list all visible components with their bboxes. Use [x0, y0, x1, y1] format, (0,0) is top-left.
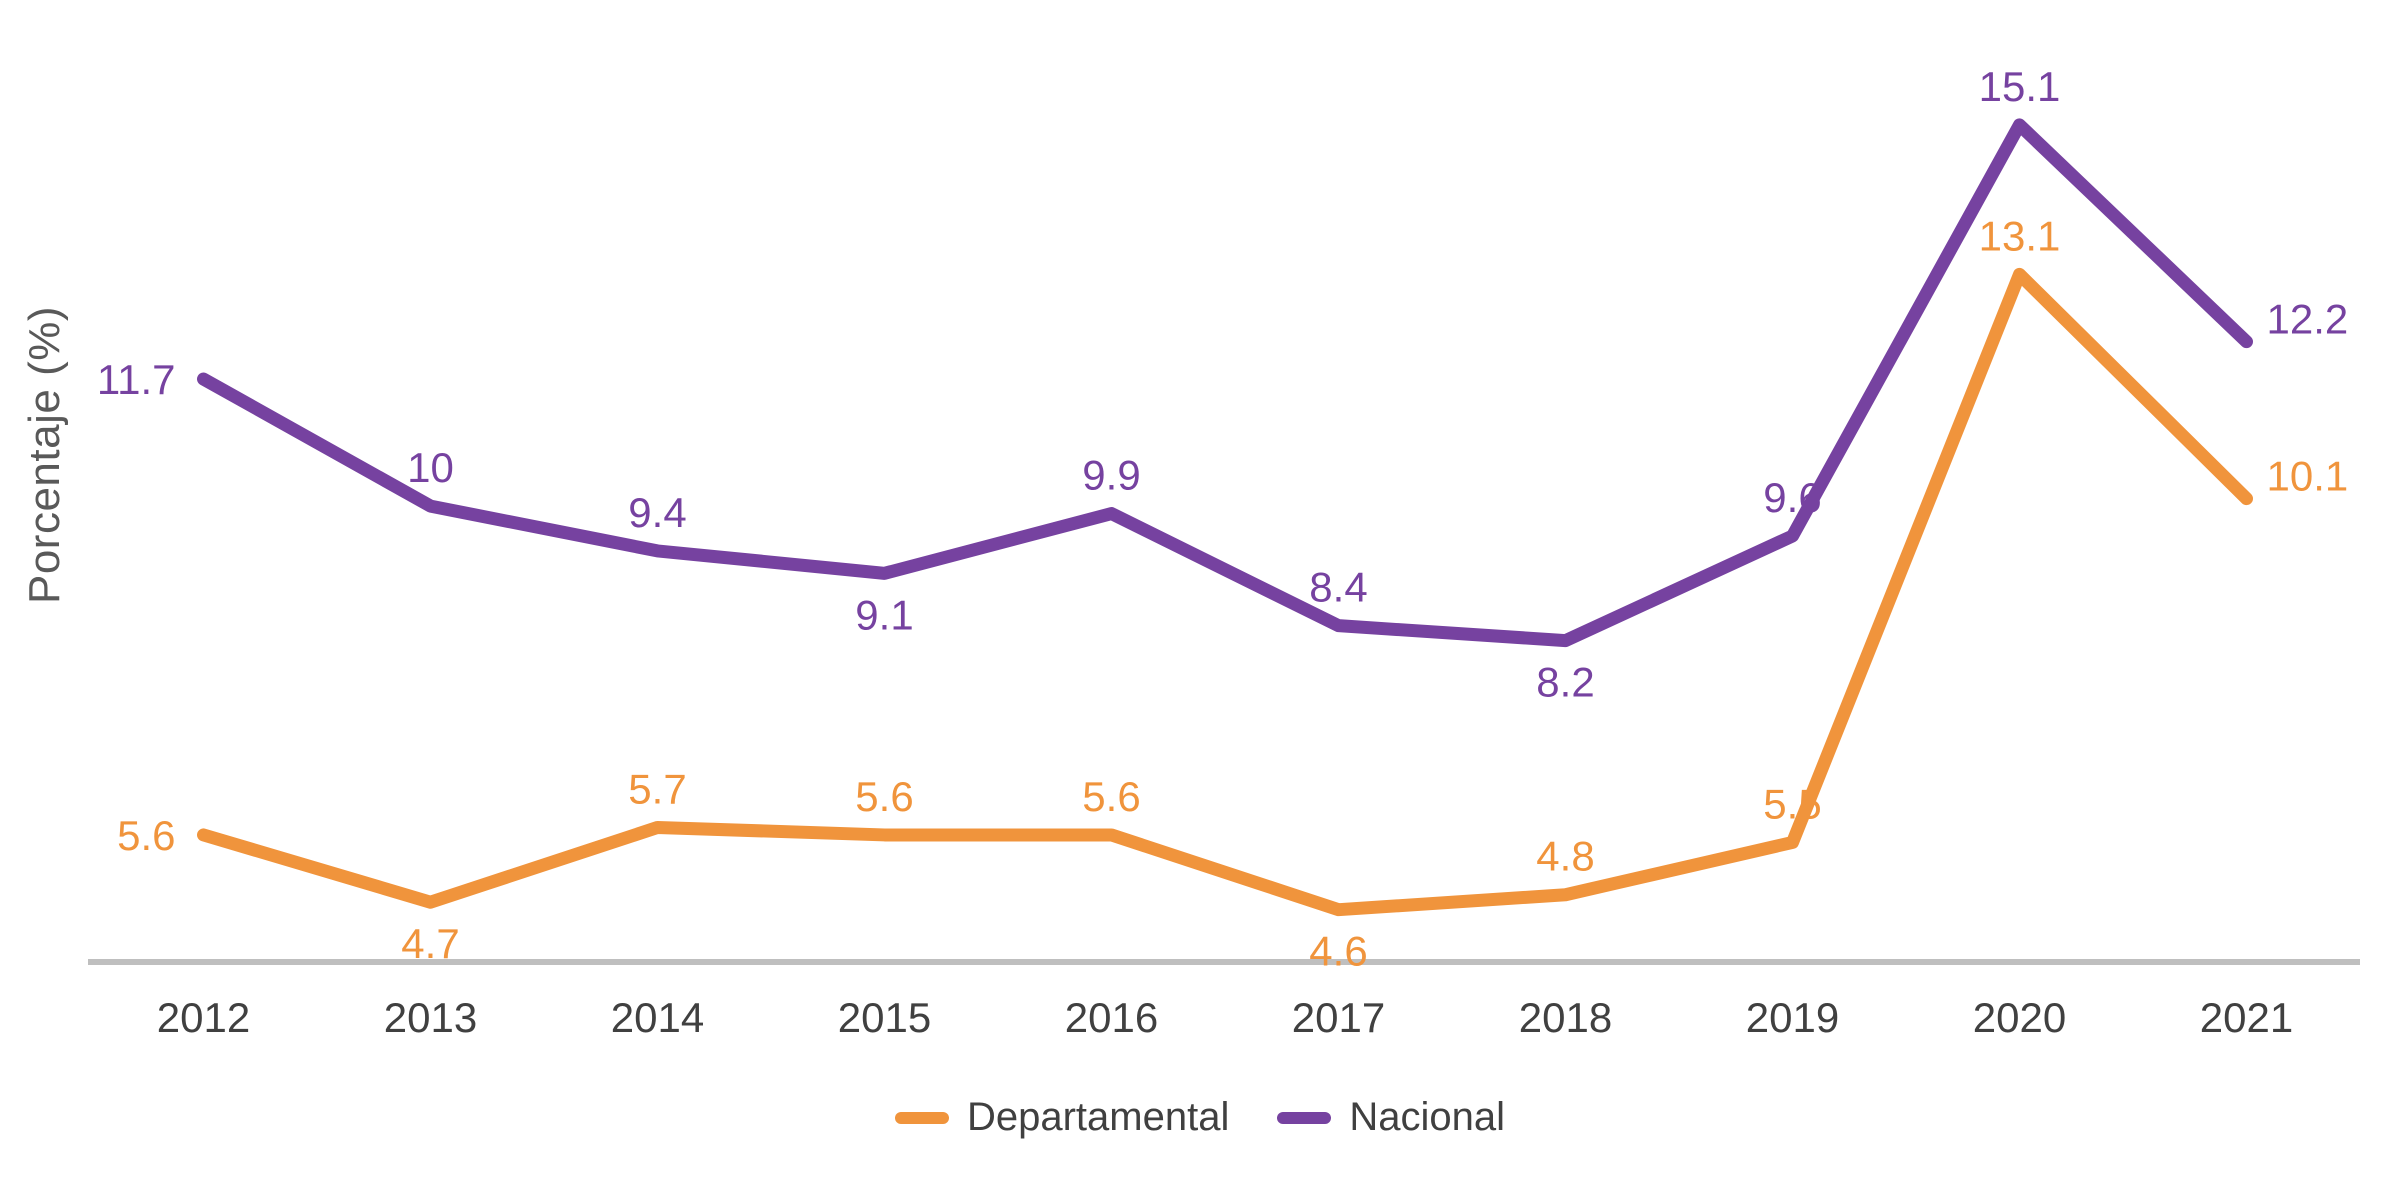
legend-label-departamental: Departamental [966, 1095, 1230, 1139]
legend-swatch-departamental [894, 1111, 949, 1124]
data-label-nacional: 8.2 [1536, 659, 1594, 706]
x-axis-tick-label: 2018 [1519, 994, 1612, 1041]
x-axis-tick-label: 2016 [1065, 994, 1158, 1041]
legend-item-departamental: Departamental [894, 1095, 1230, 1140]
series-line-departamental [197, 267, 2253, 917]
data-label-departamental: 5.6 [117, 812, 175, 859]
x-axis-tick-label: 2019 [1746, 994, 1839, 1041]
data-label-nacional: 9.1 [855, 591, 913, 638]
data-label-departamental: 10.1 [2267, 453, 2349, 500]
data-label-departamental: 13.1 [1979, 212, 2061, 259]
legend-swatch-nacional [1277, 1111, 1332, 1124]
data-label-departamental: 4.8 [1536, 833, 1594, 880]
x-axis-tick-label: 2021 [2200, 994, 2293, 1041]
data-label-departamental: 5.7 [628, 765, 686, 812]
series-line-nacional [197, 118, 2253, 648]
x-axis-tick-label: 2013 [384, 994, 477, 1041]
data-label-departamental: 4.6 [1309, 928, 1367, 975]
data-label-departamental: 5.6 [1082, 773, 1140, 820]
data-label-nacional: 12.2 [2267, 296, 2349, 343]
data-label-nacional: 9.9 [1082, 452, 1140, 499]
y-axis-title: Porcentaje (%) [20, 305, 69, 605]
data-label-departamental: 4.7 [401, 920, 459, 967]
legend-item-nacional: Nacional [1277, 1095, 1505, 1140]
data-label-nacional: 8.4 [1309, 564, 1367, 611]
x-axis-tick-label: 2017 [1292, 994, 1385, 1041]
data-label-nacional: 9.6 [1763, 474, 1821, 521]
data-label-departamental: 5.5 [1763, 780, 1821, 827]
legend-label-nacional: Nacional [1349, 1095, 1506, 1139]
x-axis-tick-label: 2012 [157, 994, 250, 1041]
x-axis-tick-label: 2015 [838, 994, 931, 1041]
data-label-nacional: 9.4 [628, 489, 686, 536]
data-label-nacional: 11.7 [97, 356, 176, 403]
data-label-nacional: 10 [407, 444, 454, 491]
x-axis-tick-label: 2014 [611, 994, 704, 1041]
data-label-nacional: 15.1 [1979, 63, 2061, 110]
data-label-departamental: 5.6 [855, 773, 913, 820]
x-axis-tick-label: 2020 [1973, 994, 2066, 1041]
chart-legend: Departamental Nacional [0, 1095, 2400, 1140]
